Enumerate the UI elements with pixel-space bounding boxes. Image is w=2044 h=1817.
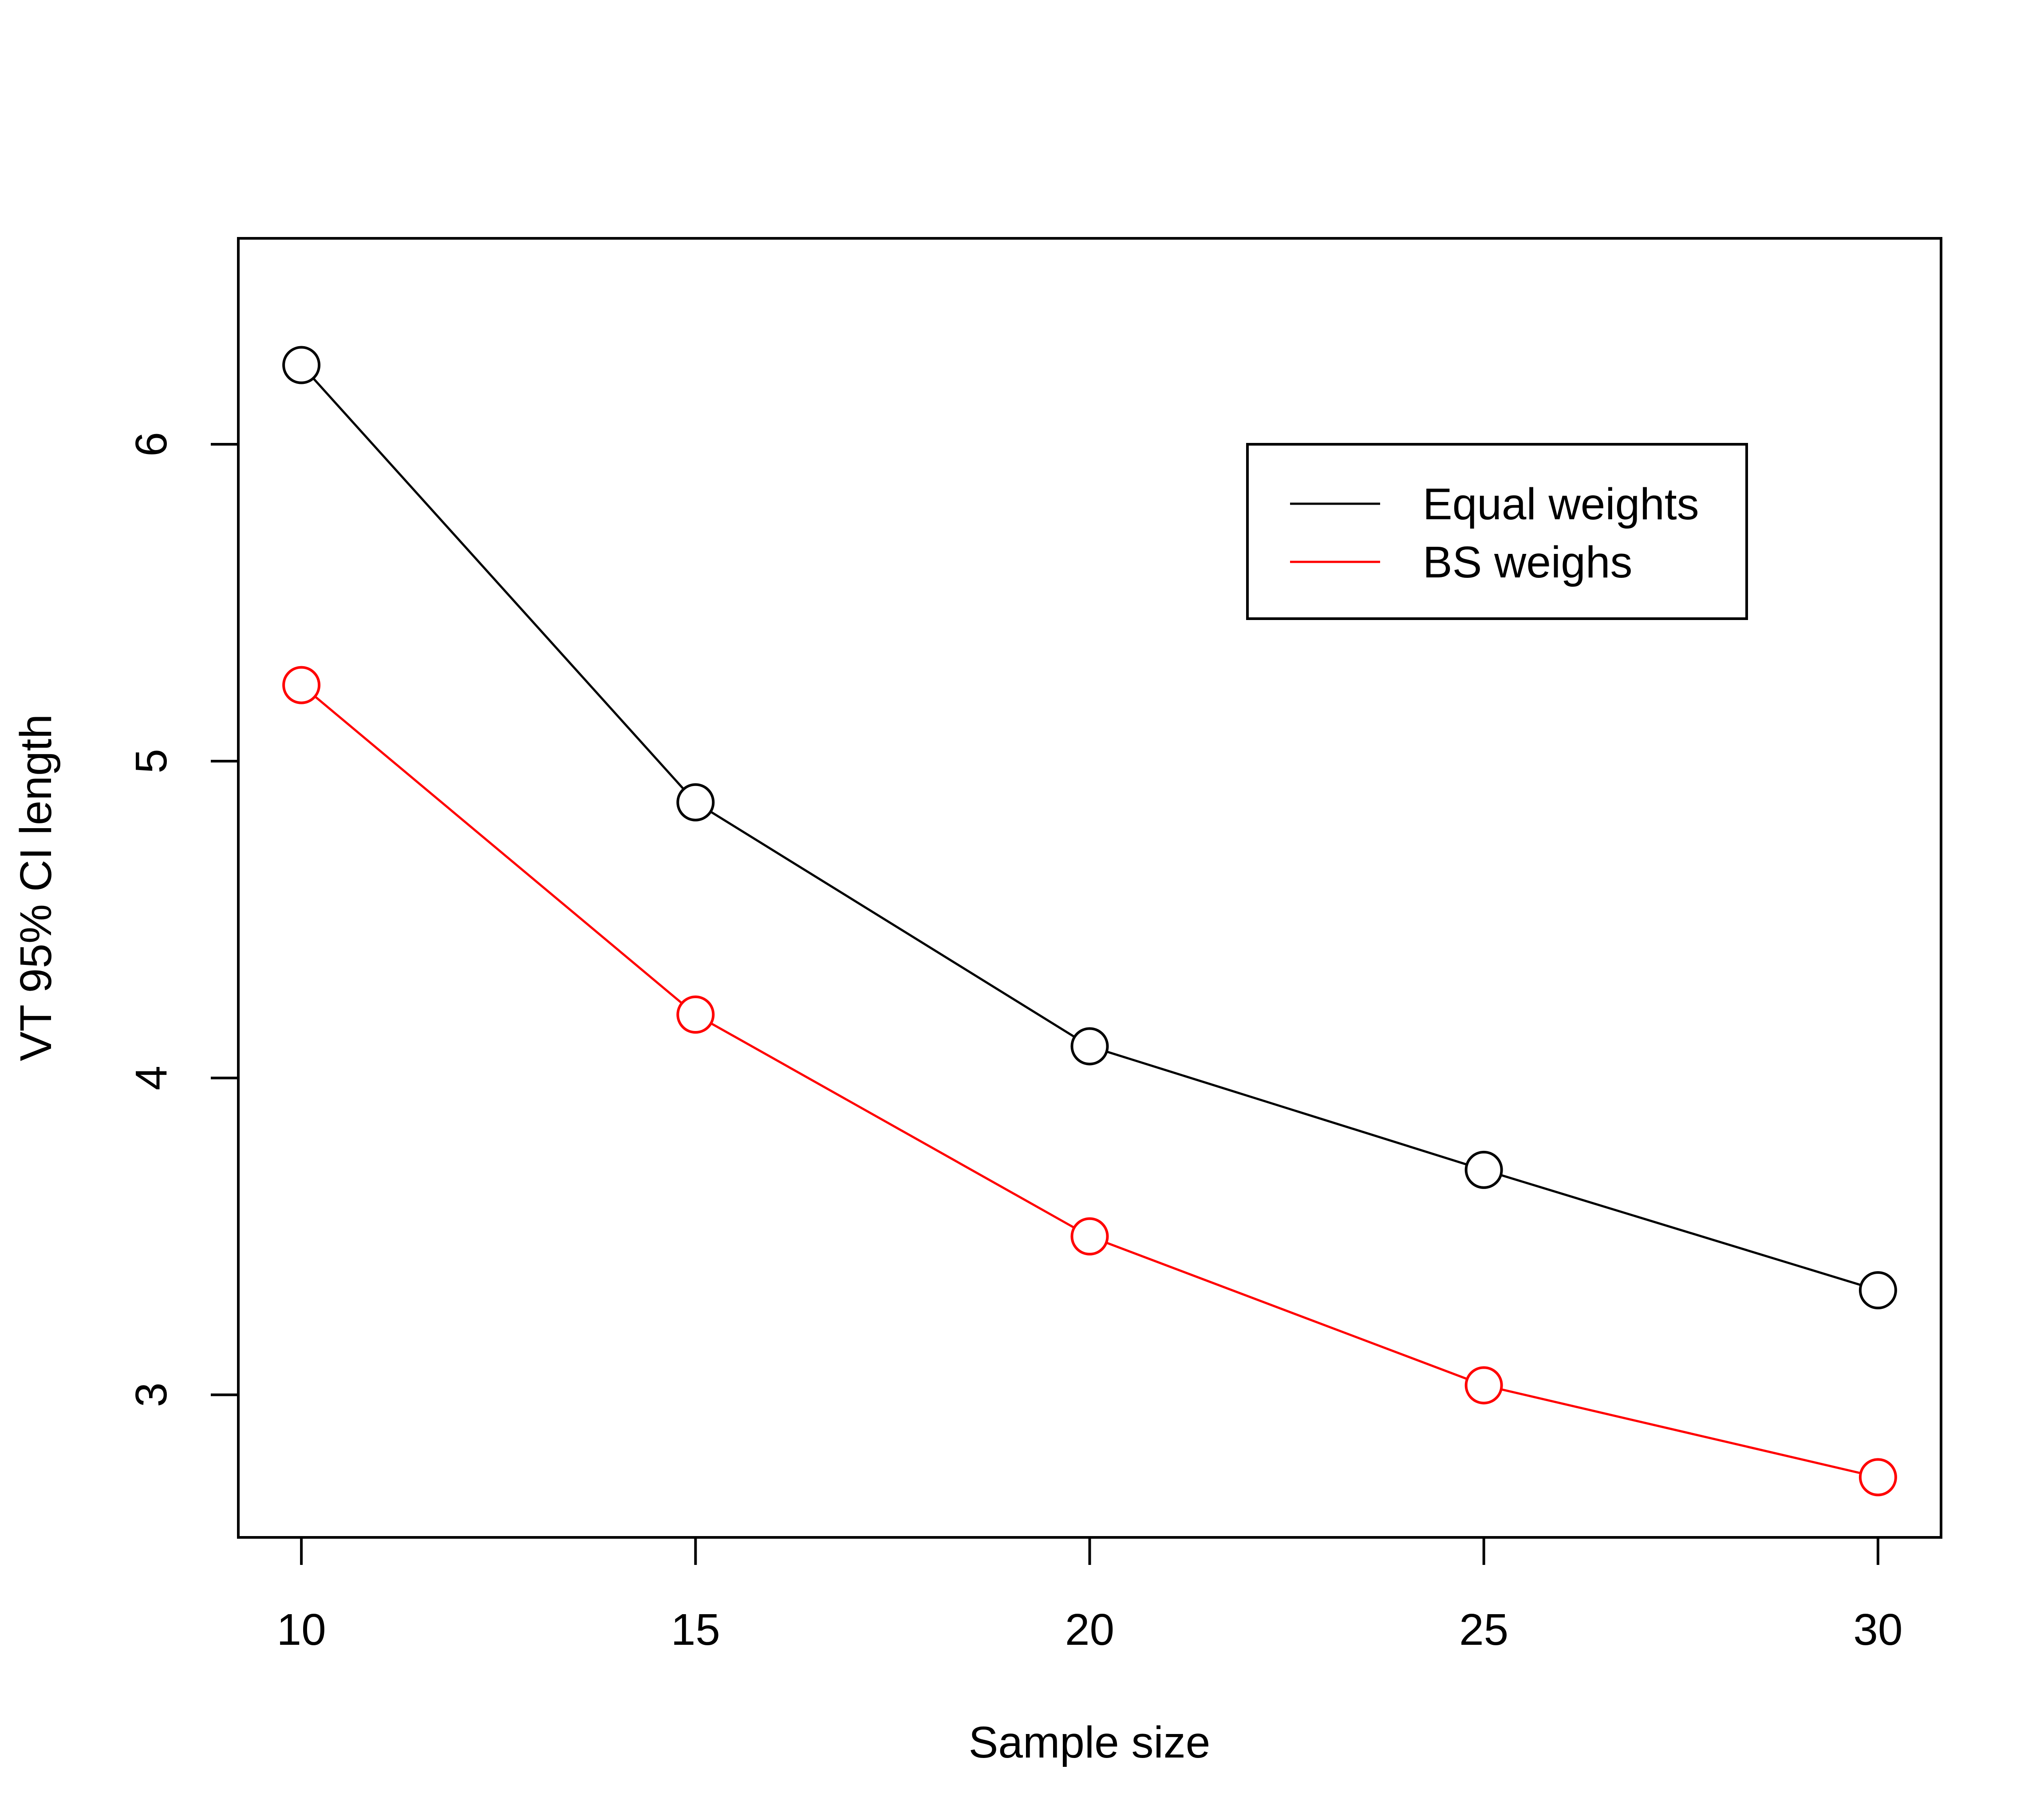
data-point-bs-weighs-x20 xyxy=(1070,1217,1109,1256)
data-point-equal-weights-x10 xyxy=(282,346,321,384)
data-point-bs-weighs-x30 xyxy=(1859,1458,1897,1497)
legend-box xyxy=(1246,443,1748,620)
data-point-bs-weighs-x15 xyxy=(676,995,715,1034)
data-point-equal-weights-x20 xyxy=(1070,1027,1109,1066)
legend-label-equal-weights: Equal weights xyxy=(1423,479,1699,529)
series-equal-weights xyxy=(282,346,1897,1310)
series-layer xyxy=(282,346,1897,1497)
y-axis-title: VT 95% CI length xyxy=(11,714,61,1061)
data-point-equal-weights-x15 xyxy=(676,783,715,822)
legend: Equal weights BS weighs xyxy=(1246,443,1748,620)
x-tick-label: 30 xyxy=(1853,1605,1902,1655)
series-bs-weighs xyxy=(282,666,1897,1497)
x-axis-title: Sample size xyxy=(969,1718,1211,1767)
x-axis: 10 15 20 25 30 xyxy=(276,1536,1903,1655)
data-point-equal-weights-x30 xyxy=(1859,1271,1897,1310)
data-point-bs-weighs-x25 xyxy=(1464,1366,1503,1405)
y-axis: 3 4 5 6 xyxy=(126,432,240,1407)
y-tick-label: 5 xyxy=(126,749,176,774)
data-point-equal-weights-x25 xyxy=(1464,1150,1503,1189)
x-tick-label: 20 xyxy=(1065,1605,1114,1655)
y-tick-label: 4 xyxy=(126,1066,176,1090)
x-tick-label: 15 xyxy=(671,1605,720,1655)
legend-label-bs-weighs: BS weighs xyxy=(1423,537,1632,587)
y-tick-label: 6 xyxy=(126,432,176,457)
data-point-bs-weighs-x10 xyxy=(282,666,321,704)
x-tick-label: 25 xyxy=(1459,1605,1508,1655)
x-tick-label: 10 xyxy=(276,1605,326,1655)
y-tick-label: 3 xyxy=(126,1382,176,1407)
